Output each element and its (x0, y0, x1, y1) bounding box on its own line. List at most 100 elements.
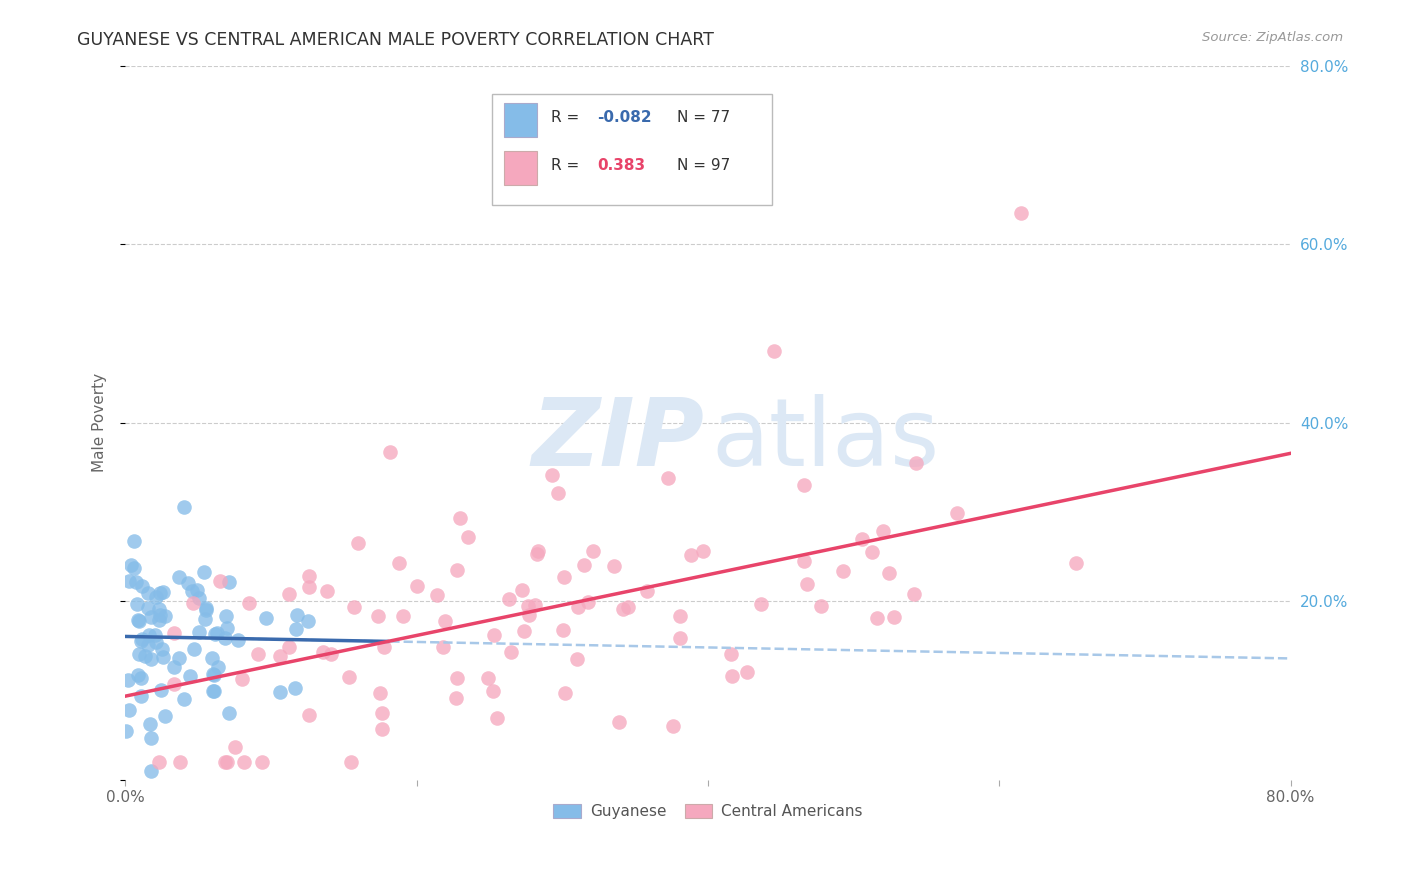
Legend: Guyanese, Central Americans: Guyanese, Central Americans (547, 798, 869, 825)
Point (519, 608, 541, 623)
Text: Source: ZipAtlas.com: Source: ZipAtlas.com (1202, 31, 1343, 45)
Point (617, 599, 640, 614)
Point (149, 585, 172, 599)
Point (284, 681, 307, 696)
Point (202, 668, 225, 682)
Point (131, 671, 153, 685)
Point (872, 524, 894, 539)
Point (180, 584, 202, 599)
Point (122, 560, 145, 574)
Point (233, 755, 256, 769)
Point (498, 592, 520, 607)
Point (215, 621, 238, 635)
Point (457, 530, 479, 544)
Point (143, 628, 166, 642)
Point (749, 598, 772, 612)
Point (541, 467, 564, 482)
Point (169, 755, 191, 769)
Point (572, 558, 595, 572)
Point (298, 580, 321, 594)
Point (187, 591, 209, 605)
Point (391, 608, 413, 623)
Point (204, 626, 226, 640)
Point (181, 596, 204, 610)
Point (367, 608, 389, 623)
Point (167, 651, 190, 665)
Point (340, 755, 363, 769)
Text: atlas: atlas (711, 394, 939, 486)
Point (131, 632, 153, 646)
Point (136, 601, 159, 615)
FancyBboxPatch shape (505, 151, 537, 185)
Point (188, 624, 211, 639)
Point (669, 608, 692, 623)
Point (152, 585, 174, 599)
Point (737, 665, 759, 680)
Point (866, 611, 889, 625)
Point (214, 755, 236, 769)
Point (607, 715, 630, 730)
Point (576, 595, 599, 609)
Point (499, 645, 522, 659)
Point (194, 612, 217, 626)
Point (224, 740, 246, 755)
Text: R =: R = (551, 158, 589, 173)
Point (149, 607, 172, 622)
Text: ZIP: ZIP (531, 394, 704, 486)
Point (231, 673, 253, 687)
Point (269, 648, 291, 663)
Point (202, 684, 225, 698)
Point (129, 633, 152, 648)
Point (148, 601, 170, 615)
Point (152, 642, 174, 657)
Point (122, 534, 145, 549)
Point (215, 609, 238, 624)
Point (202, 667, 225, 681)
Point (793, 554, 815, 568)
Point (551, 624, 574, 638)
Point (139, 764, 162, 778)
Point (883, 610, 905, 624)
Point (426, 588, 449, 602)
Point (298, 569, 321, 583)
Point (218, 706, 240, 721)
Point (527, 544, 550, 558)
Point (125, 597, 148, 611)
Point (118, 702, 141, 716)
Point (513, 624, 536, 639)
Text: -0.082: -0.082 (598, 111, 652, 125)
Point (217, 755, 239, 769)
Point (516, 599, 538, 614)
Point (444, 691, 467, 706)
Point (378, 445, 401, 459)
Point (138, 586, 160, 600)
Point (128, 647, 150, 661)
Point (434, 615, 457, 629)
Point (138, 628, 160, 642)
Point (370, 706, 392, 720)
Point (482, 628, 505, 642)
FancyBboxPatch shape (505, 103, 537, 137)
Point (179, 669, 201, 683)
Text: 0.383: 0.383 (598, 158, 645, 173)
Point (153, 709, 176, 723)
Point (612, 601, 634, 615)
Point (129, 689, 152, 703)
Y-axis label: Male Poverty: Male Poverty (93, 373, 107, 472)
Point (319, 647, 342, 661)
Point (153, 609, 176, 624)
Point (125, 575, 148, 590)
Point (860, 545, 883, 559)
Point (793, 478, 815, 492)
Point (339, 669, 361, 683)
Point (127, 668, 149, 682)
Point (194, 600, 217, 615)
Point (554, 686, 576, 700)
Point (205, 625, 228, 640)
Point (214, 631, 236, 645)
Point (152, 649, 174, 664)
Point (285, 607, 308, 622)
Point (567, 600, 589, 615)
Point (565, 652, 588, 666)
Point (278, 587, 301, 601)
